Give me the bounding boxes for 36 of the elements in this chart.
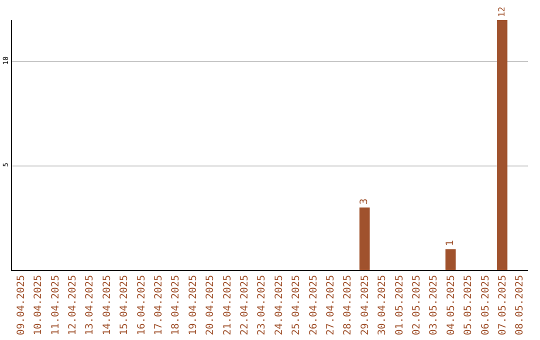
x-tick-label: 05.05.2025 (463, 275, 474, 336)
bar (497, 20, 508, 270)
x-tick-label: 17.04.2025 (153, 275, 164, 336)
bar (359, 208, 370, 270)
x-tick-label: 19.04.2025 (188, 275, 199, 336)
x-tick-label: 14.04.2025 (102, 275, 113, 336)
x-tick-label: 15.04.2025 (119, 275, 130, 336)
x-tick-label: 18.04.2025 (170, 275, 182, 336)
x-tick-label: 10.04.2025 (33, 275, 44, 336)
x-tick-label: 25.04.2025 (291, 275, 302, 336)
x-tick-label: 23.04.2025 (256, 275, 268, 336)
x-tick-label: 08.05.2025 (514, 275, 526, 336)
x-tick-label: 28.04.2025 (342, 275, 354, 336)
x-tick-label: 13.04.2025 (84, 275, 96, 336)
bar (445, 249, 456, 270)
x-tick-label: 01.05.2025 (394, 275, 406, 336)
x-tick-label: 02.05.2025 (411, 275, 422, 336)
x-tick-label: 29.04.2025 (360, 275, 371, 336)
x-tick-label: 04.05.2025 (446, 275, 457, 336)
x-tick-label: 11.04.2025 (50, 275, 62, 336)
x-tick-label: 03.05.2025 (428, 275, 440, 336)
x-tick-label: 30.04.2025 (377, 275, 388, 336)
x-tick-label: 20.04.2025 (205, 275, 216, 336)
data-label: 12 (497, 6, 508, 17)
x-tick-label: 24.04.2025 (274, 275, 285, 336)
x-tick-label: 21.04.2025 (222, 275, 234, 336)
data-label: 3 (359, 198, 370, 204)
x-tick-label: 22.04.2025 (239, 275, 250, 336)
x-tick-label: 27.04.2025 (325, 275, 336, 336)
x-tick-label: 09.04.2025 (16, 275, 27, 336)
x-tick-label: 12.04.2025 (67, 275, 78, 336)
x-tick-label: 07.05.2025 (497, 275, 508, 336)
data-label: 1 (445, 240, 456, 246)
x-tick-label: 06.05.2025 (480, 275, 492, 336)
x-tick-label: 16.04.2025 (136, 275, 148, 336)
x-tick-label: 26.04.2025 (308, 275, 320, 336)
